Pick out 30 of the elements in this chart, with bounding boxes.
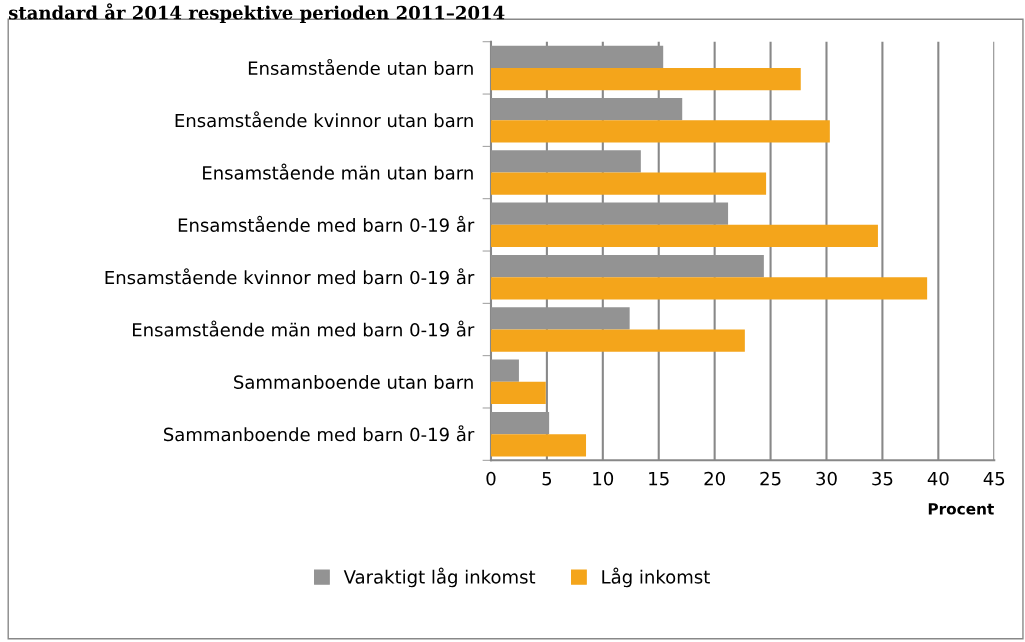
x-tick-label: 15	[649, 471, 669, 486]
bar	[490, 67, 801, 91]
x-tick-label: 5	[542, 471, 552, 486]
bar	[490, 381, 546, 405]
x-tick-label: 45	[983, 471, 1005, 486]
x-tick-label: 20	[704, 471, 725, 486]
bar	[490, 172, 767, 195]
y-tick-label: Sammanboende med barn 0-19 år	[164, 425, 475, 442]
y-tick-label: Ensamstående män med barn 0-19 år	[133, 320, 475, 337]
bar	[490, 224, 878, 248]
y-tick-label: Ensamstående kvinnor utan barn	[175, 111, 473, 128]
x-tick-label: 25	[760, 471, 781, 486]
bar	[490, 434, 587, 457]
legend-label: Låg inkomst	[602, 567, 710, 588]
x-tick-label: 10	[593, 471, 614, 486]
bar	[490, 329, 745, 352]
y-tick-label: Ensamstående med barn 0-19 år	[178, 215, 475, 232]
bar	[490, 120, 830, 143]
x-tick-label: 40	[927, 471, 949, 486]
x-tick-label: 0	[486, 471, 496, 486]
bar	[490, 277, 928, 300]
x-tick-label: 35	[872, 471, 893, 486]
legend-label: Varaktigt låg inkomst	[343, 567, 536, 588]
text: standard år 2014 respektive perioden 2011–2014	[8, 3, 505, 23]
x-tick-label: 30	[816, 471, 837, 486]
y-tick-label: Ensamstående kvinnor med barn 0-19 år	[105, 268, 475, 285]
y-tick-label: Ensamstående utan barn	[248, 58, 473, 76]
y-tick-label: Sammanboende utan barn	[234, 374, 473, 389]
x-axis-title: Procent	[928, 503, 994, 515]
y-tick-label: Ensamstående män utan barn	[203, 163, 473, 180]
